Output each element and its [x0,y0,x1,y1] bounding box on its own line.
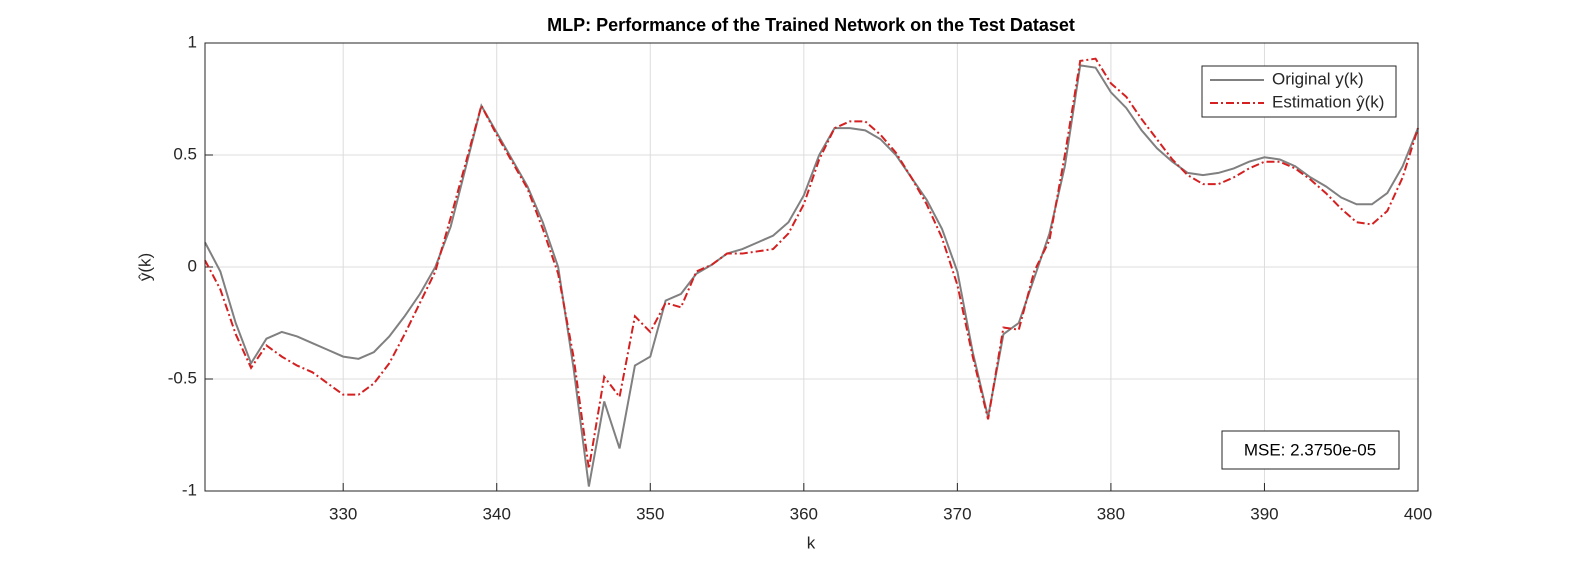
annotation: MSE: 2.3750e-05 [1244,440,1376,459]
y-tick-label: 1 [188,32,197,51]
y-tick-label: 0.5 [173,144,197,163]
chart-title: MLP: Performance of the Trained Network … [547,15,1075,35]
x-tick-label: 380 [1097,504,1125,523]
data-line [204,57,1419,469]
y-tick-label: -0.5 [168,368,197,387]
annotation-box [1221,430,1400,470]
x-tick-label: 340 [483,504,511,523]
legend-label: Estimation ŷ(k) [1272,92,1384,111]
x-tick-label: 400 [1404,504,1432,523]
x-tick-label: 350 [636,504,664,523]
axes-box [204,42,1419,492]
legend-label: Original y(k) [1272,69,1364,88]
x-axis-label: k [807,533,816,552]
x-tick-label: 330 [329,504,357,523]
y-tick-label: 0 [188,256,197,275]
x-tick-label: 360 [790,504,818,523]
data-line [204,64,1419,487]
x-tick-label: 390 [1250,504,1278,523]
legend-box [1201,65,1397,118]
y-axis-label: ŷ(k) [135,253,154,281]
y-tick-label: -1 [182,480,197,499]
x-tick-label: 370 [943,504,971,523]
